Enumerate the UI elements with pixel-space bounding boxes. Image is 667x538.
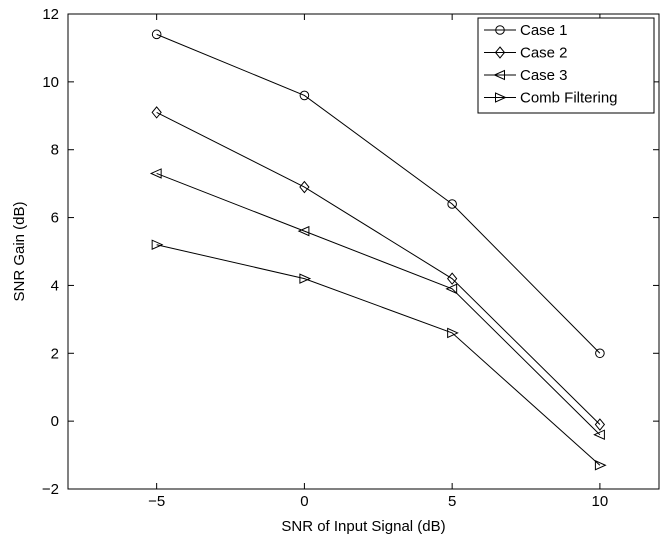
legend-item: Case 1: [484, 22, 568, 39]
x-tick-label: 10: [592, 493, 609, 510]
y-tick-label: 12: [42, 6, 59, 23]
legend-marker: [494, 46, 506, 59]
data-point: [149, 168, 162, 179]
series-line: [156, 33, 601, 354]
series-line: [156, 111, 601, 425]
data-point: [297, 225, 310, 237]
data-point: [151, 29, 162, 40]
y-axis-title: SNR Gain (dB): [11, 201, 28, 301]
legend-label: Case 1: [520, 22, 568, 39]
plot-frame: [67, 13, 660, 490]
x-tick-label: 5: [448, 493, 456, 510]
y-tick-label: −2: [42, 481, 59, 498]
data-point: [151, 106, 162, 119]
data-point: [299, 90, 310, 101]
series-line: [156, 172, 601, 436]
data-point: [447, 199, 457, 209]
series-1: [151, 29, 605, 359]
series-line: [156, 244, 601, 466]
data-point: [593, 429, 605, 440]
legend-marker: [495, 25, 505, 35]
legend-item: Case 3: [484, 67, 568, 84]
legend-item: Comb Filtering: [484, 90, 618, 107]
data-point: [447, 327, 459, 339]
x-tick-label: 0: [300, 493, 308, 510]
y-tick-label: 8: [51, 142, 59, 159]
legend-marker: [495, 92, 507, 103]
y-tick-label: 10: [42, 74, 59, 91]
legend-marker: [493, 69, 505, 81]
y-tick-label: 2: [51, 345, 59, 362]
data-point: [151, 239, 164, 250]
series-3: [149, 168, 605, 440]
x-axis-title: SNR of Input Signal (dB): [281, 518, 445, 535]
x-tick-label: −5: [148, 493, 165, 510]
legend-label: Comb Filtering: [520, 90, 618, 107]
y-tick-label: 4: [51, 277, 59, 294]
legend-label: Case 2: [520, 45, 568, 62]
data-point: [594, 418, 606, 431]
legend-item: Case 2: [484, 45, 568, 62]
axes: −5 0 5 10 −2 0 2 4 6 8 10 12: [42, 6, 660, 510]
data-point: [447, 272, 458, 285]
data-point: [595, 348, 605, 359]
series-2: [151, 106, 606, 431]
series-group: [149, 29, 607, 471]
y-tick-label: 0: [51, 413, 59, 430]
legend: Case 1 Case 2 Case 3 Comb Filtering: [477, 17, 655, 114]
series-4: [151, 239, 607, 471]
data-point: [445, 283, 458, 295]
data-point: [299, 273, 312, 284]
data-point: [594, 459, 607, 471]
data-point: [299, 180, 310, 194]
y-tick-label: 6: [51, 210, 59, 227]
legend-label: Case 3: [520, 67, 568, 84]
